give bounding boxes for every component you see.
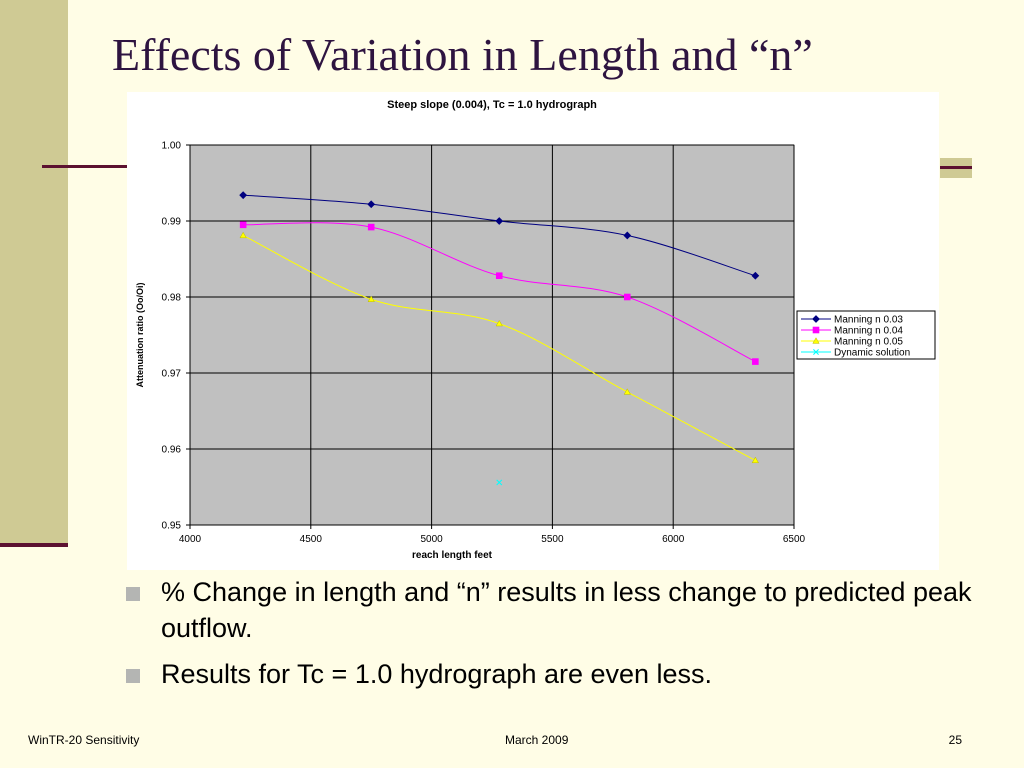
bullet-item: Results for Tc = 1.0 hydrograph are even… [124,656,994,692]
y-tick-label: 0.95 [162,521,182,532]
data-point [813,349,819,355]
x-tick-label: 5000 [420,534,443,545]
data-point [239,231,247,239]
footer-date: March 2009 [505,733,569,747]
data-point [812,315,820,323]
data-point [623,388,631,395]
y-tick-label: 0.97 [162,369,182,380]
data-point [623,231,632,240]
x-tick-label: 6500 [783,534,806,545]
y-tick-label: 0.99 [162,217,182,228]
data-point [239,221,247,229]
data-point [367,223,375,231]
y-tick-label: 1.00 [162,141,182,152]
legend-label: Manning n 0.04 [834,326,903,337]
data-point [751,456,759,464]
chart: 4000 4500 5000 5500 6000 6500 0.95 0.96 0.97 0.98… [127,92,939,570]
y-tick-label: 0.98 [162,293,182,304]
data-point [367,295,375,302]
bullet-square-icon [126,587,140,601]
data-point [495,272,503,280]
bullet-text: Results for Tc = 1.0 hydrograph are even… [161,659,713,689]
x-tick-label: 6000 [662,534,685,545]
plot-area [189,144,795,526]
data-point [495,217,504,225]
data-point [812,326,820,334]
slide-number: 25 [948,733,962,747]
bullet-square-icon [126,669,140,683]
x-tick-label: 5500 [541,534,564,545]
x-tick-label: 4500 [300,534,323,545]
data-point [367,200,376,209]
data-point [812,337,820,344]
bullet-item: % Change in length and “n” results in le… [124,574,994,646]
marker-stroke [813,349,819,355]
marker-stroke [496,479,503,486]
legend-label: Manning n 0.05 [834,337,903,348]
chart-svg: 4000 4500 5000 5500 6000 6500 0.95 0.96 0.97 0.98… [135,99,936,561]
chart-title: Steep slope (0.004), Tc = 1.0 hydrograph [387,99,597,111]
title-underline-left [42,165,132,168]
y-tick-label: 0.96 [162,445,182,456]
legend-label: Manning n 0.03 [834,315,903,326]
footer-left: WinTR-20 Sensitivity [28,733,140,747]
slide-title: Effects of Variation in Length and “n” [112,29,813,80]
bullet-text: % Change in length and “n” results in le… [161,577,972,643]
x-tick-label: 4000 [179,534,202,545]
data-point [623,293,631,301]
data-point [751,271,760,280]
title-underline-right [940,166,972,169]
x-axis-label: reach length feet [412,550,493,561]
legend-label: Dynamic solution [834,348,910,359]
data-point [496,479,503,486]
y-axis-label: Attenuation ratio (Oo/Oi) [135,283,145,388]
data-point [239,191,248,200]
data-point [752,358,759,365]
bullet-list: % Change in length and “n” results in le… [124,574,994,702]
decorative-side-bar [0,0,68,545]
decorative-rule [0,543,68,547]
data-point [495,319,503,327]
